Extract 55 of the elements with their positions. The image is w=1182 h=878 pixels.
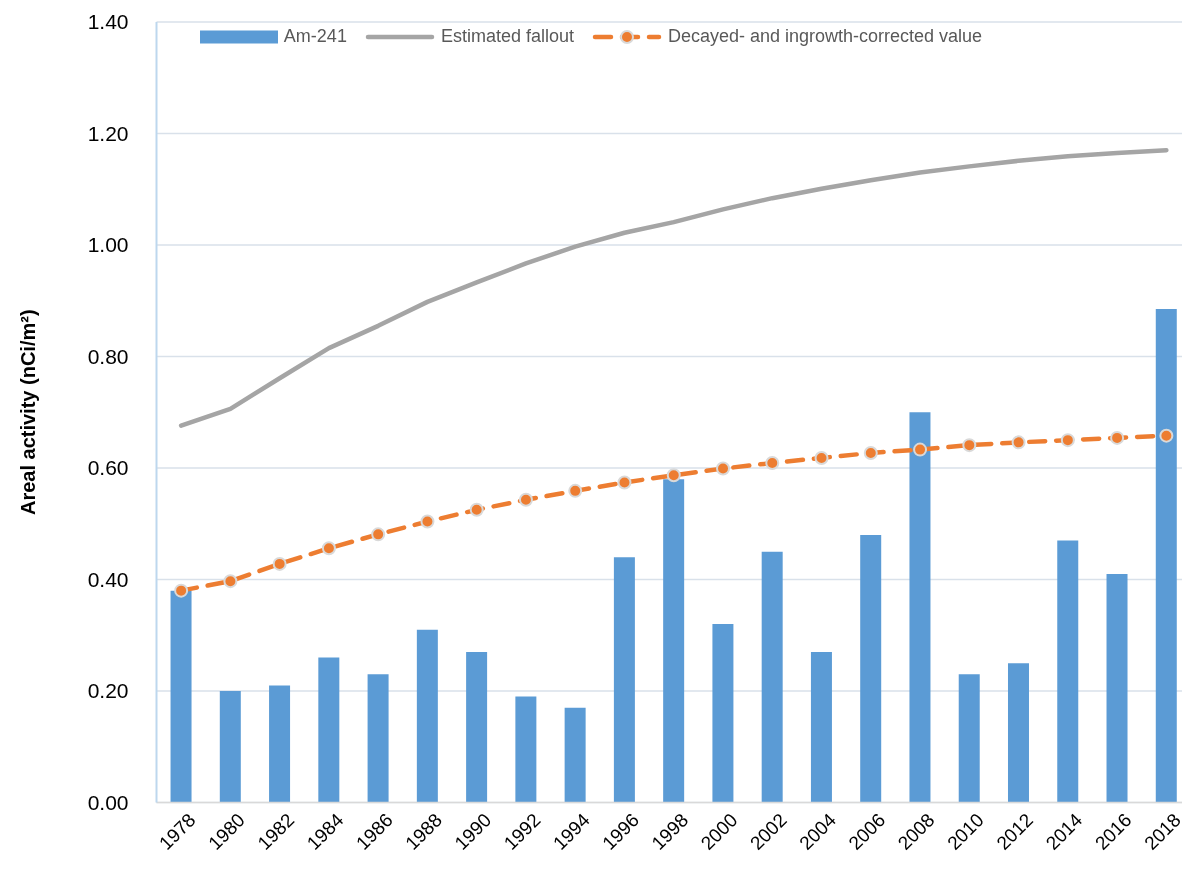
point: [174, 583, 189, 598]
bar: [909, 412, 931, 803]
legend-label: Estimated fallout: [440, 26, 574, 47]
bar: [810, 651, 832, 803]
point: [1110, 430, 1125, 445]
y-tick-label: 0.40: [87, 567, 129, 591]
bar: [564, 707, 586, 803]
point: [518, 492, 533, 507]
point: [469, 502, 484, 517]
bar: [958, 674, 980, 803]
point: [1011, 435, 1026, 450]
point: [420, 514, 435, 529]
y-tick-label: 0.00: [87, 790, 129, 814]
point: [666, 468, 681, 483]
point: [913, 442, 928, 457]
bar: [515, 696, 537, 803]
bar: [367, 674, 389, 803]
point: [223, 574, 238, 589]
bar: [663, 479, 685, 803]
point: [1060, 433, 1075, 448]
bar: [860, 534, 882, 803]
bar: [1057, 540, 1079, 803]
point: [765, 455, 780, 470]
bar: [1007, 663, 1029, 803]
point: [321, 541, 336, 556]
bar: [1106, 573, 1128, 803]
legend-label: Decayed- and ingrowth-corrected value: [667, 26, 983, 47]
bar: [1155, 309, 1177, 803]
y-tick-label: 1.40: [87, 10, 129, 34]
y-tick-label: 1.00: [87, 233, 129, 257]
y-tick-label: 0.80: [87, 344, 129, 368]
bar: [416, 629, 438, 803]
point: [1159, 428, 1174, 443]
y-tick-label: 1.20: [87, 121, 129, 145]
bar: [219, 691, 241, 803]
line-series: [178, 147, 1169, 428]
y-axis-title: Areal activity (nCi/m²): [17, 309, 39, 516]
bar: [761, 551, 783, 803]
bar: [466, 651, 488, 803]
point: [962, 438, 977, 453]
y-tick-label: 0.20: [87, 679, 129, 703]
point: [371, 527, 386, 542]
bar: [712, 624, 734, 803]
legend-label: Am-241: [283, 26, 347, 47]
point: [716, 461, 731, 476]
point: [863, 445, 878, 460]
bar: [170, 590, 192, 803]
bar: [613, 557, 635, 803]
bar: [318, 657, 340, 803]
point: [568, 483, 583, 498]
bar: [269, 685, 291, 803]
point: [617, 475, 632, 490]
y-tick-label: 0.60: [87, 456, 129, 480]
point: [272, 556, 287, 571]
point: [814, 450, 829, 465]
